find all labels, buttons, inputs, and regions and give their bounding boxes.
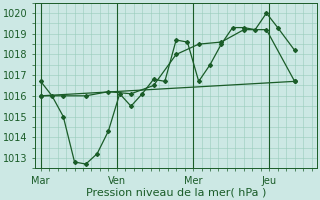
X-axis label: Pression niveau de la mer( hPa ): Pression niveau de la mer( hPa ) xyxy=(86,187,266,197)
